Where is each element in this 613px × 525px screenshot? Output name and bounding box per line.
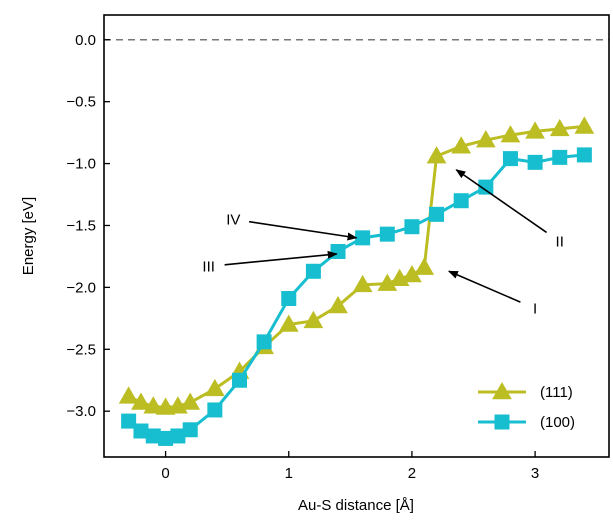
series-1	[121, 147, 592, 446]
data-point-square	[158, 430, 174, 446]
annotation-arrow	[224, 250, 338, 266]
x-tick-label: 2	[408, 465, 416, 482]
legend-label: (111)	[540, 384, 573, 401]
annotation-label: II	[556, 234, 564, 251]
y-axis-label: Energy [eV]	[20, 197, 37, 275]
legend-marker-square	[494, 414, 510, 430]
data-point-triangle	[352, 274, 373, 293]
data-point-triangle	[574, 116, 595, 134]
data-point-triangle	[549, 118, 570, 137]
data-point-triangle	[143, 396, 164, 414]
data-point-square	[281, 291, 297, 307]
y-tick-label: −1.5	[66, 217, 96, 234]
axes: 0 1 2 3 0.0 −0.5 −1.0 −1.5 −2.0 −2.5 −3.0	[66, 32, 539, 482]
data-point-square	[355, 230, 371, 246]
data-point-square	[453, 193, 469, 209]
annotation-arrow	[447, 270, 521, 303]
data-point-triangle	[475, 130, 496, 148]
data-point-triangle	[377, 273, 398, 291]
data-point-square	[231, 372, 247, 388]
annotation-arrow	[249, 220, 358, 241]
annotation-label: I	[533, 300, 537, 317]
y-tick-label: −0.5	[66, 94, 96, 111]
data-point-triangle	[525, 121, 545, 139]
data-point-square	[121, 413, 137, 429]
data-point-square	[527, 154, 543, 170]
legend-label: (100)	[540, 414, 575, 431]
plot-frame	[103, 14, 610, 458]
data-point-square	[552, 149, 568, 165]
annotation-label: IV	[226, 211, 240, 228]
annotation-arrow	[455, 169, 548, 234]
data-point-square	[478, 179, 494, 195]
y-tick-label: −2.0	[66, 279, 96, 296]
data-point-square	[182, 422, 198, 438]
data-point-square	[330, 243, 346, 259]
data-point-triangle	[278, 314, 299, 332]
data-point-square	[379, 226, 395, 242]
data-point-square	[133, 423, 149, 439]
data-point-triangle	[500, 125, 521, 143]
data-point-triangle	[402, 264, 422, 283]
series-0	[118, 116, 595, 415]
y-tick-label: −1.0	[66, 156, 96, 173]
data-point-triangle	[426, 146, 447, 164]
x-tick-label: 0	[161, 465, 169, 482]
series-line	[127, 124, 585, 409]
x-tick-label: 1	[285, 465, 293, 482]
data-point-triangle	[303, 310, 324, 329]
data-point-square	[404, 219, 420, 235]
y-tick-label: −2.5	[66, 341, 96, 358]
data-point-triangle	[451, 136, 472, 154]
data-point-square	[170, 428, 186, 444]
data-point-triangle	[328, 295, 348, 314]
legend: (111) (100)	[478, 381, 575, 431]
data-point-triangle	[204, 378, 225, 397]
plot-area	[104, 38, 609, 446]
series-line	[127, 153, 585, 440]
x-tick-label: 3	[531, 465, 539, 482]
data-point-triangle	[118, 386, 139, 404]
data-point-square	[256, 334, 272, 350]
data-point-square	[429, 206, 445, 222]
data-point-square	[145, 428, 161, 444]
data-point-triangle	[131, 392, 151, 410]
y-tick-label: −3.0	[66, 403, 96, 420]
legend-marker-triangle	[492, 381, 512, 400]
x-axis-label: Au-S distance [Å]	[298, 497, 414, 514]
data-point-square	[576, 147, 592, 163]
data-point-square	[207, 402, 223, 418]
data-point-square	[305, 263, 321, 279]
y-tick-label: 0.0	[75, 32, 96, 49]
data-point-square	[502, 151, 518, 167]
data-point-triangle	[414, 257, 435, 275]
data-point-triangle	[180, 392, 201, 410]
annotation-label: III	[202, 258, 215, 275]
